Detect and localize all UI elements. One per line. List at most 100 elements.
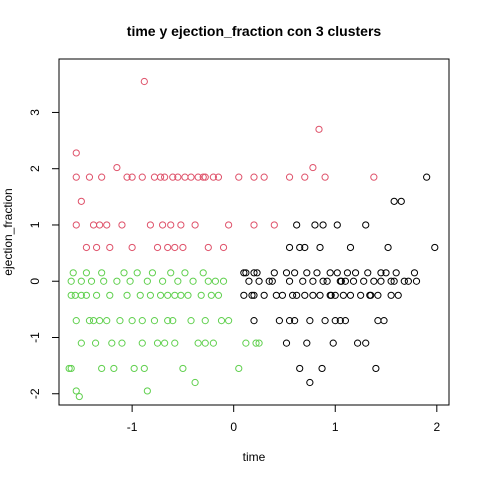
data-point-cluster-1 bbox=[333, 269, 341, 277]
data-point-cluster-1 bbox=[360, 277, 368, 285]
data-point-cluster-2 bbox=[89, 221, 98, 229]
data-point-cluster-1 bbox=[374, 291, 382, 299]
data-point-cluster-1 bbox=[384, 243, 392, 252]
data-point-cluster-1 bbox=[319, 221, 327, 229]
data-point-cluster-2 bbox=[179, 243, 187, 252]
data-point-cluster-3 bbox=[252, 339, 260, 347]
data-point-cluster-1 bbox=[412, 277, 421, 285]
data-point-cluster-2 bbox=[167, 221, 175, 229]
data-point-cluster-1 bbox=[394, 291, 402, 299]
x-tick-label: -1 bbox=[127, 420, 138, 434]
data-point-cluster-1 bbox=[336, 317, 344, 325]
data-point-cluster-2 bbox=[158, 221, 167, 229]
plot-frame bbox=[58, 58, 450, 406]
data-point-cluster-3 bbox=[85, 317, 94, 325]
data-point-cluster-2 bbox=[161, 173, 169, 181]
data-point-cluster-1 bbox=[349, 277, 358, 285]
data-point-cluster-2 bbox=[225, 221, 233, 229]
data-point-cluster-2 bbox=[204, 243, 212, 252]
data-point-cluster-1 bbox=[316, 243, 324, 252]
data-point-cluster-2 bbox=[181, 173, 189, 181]
data-points bbox=[65, 77, 439, 401]
data-point-cluster-1 bbox=[242, 269, 250, 277]
data-point-cluster-2 bbox=[191, 221, 199, 229]
data-point-cluster-2 bbox=[72, 149, 80, 157]
chart-title: time y ejection_fraction con 3 clusters bbox=[127, 23, 382, 39]
data-point-cluster-1 bbox=[301, 291, 309, 299]
data-point-cluster-1 bbox=[285, 317, 294, 325]
x-tick-label: 2 bbox=[433, 420, 440, 434]
data-point-cluster-1 bbox=[285, 277, 294, 285]
data-point-cluster-2 bbox=[214, 173, 223, 181]
data-point-cluster-1 bbox=[377, 269, 385, 277]
data-point-cluster-1 bbox=[278, 291, 287, 299]
data-point-cluster-2 bbox=[123, 173, 131, 181]
data-point-cluster-2 bbox=[96, 221, 104, 229]
data-point-cluster-1 bbox=[410, 269, 419, 277]
data-point-cluster-2 bbox=[140, 77, 148, 86]
data-point-cluster-1 bbox=[240, 291, 248, 299]
data-point-cluster-3 bbox=[199, 269, 207, 277]
data-point-cluster-2 bbox=[77, 197, 85, 205]
data-point-cluster-3 bbox=[72, 317, 80, 325]
data-point-cluster-2 bbox=[153, 243, 162, 252]
data-point-cluster-1 bbox=[296, 243, 304, 252]
data-point-cluster-3 bbox=[91, 339, 100, 347]
data-point-cluster-3 bbox=[77, 339, 85, 347]
data-point-cluster-3 bbox=[191, 378, 199, 387]
data-point-cluster-1 bbox=[341, 277, 350, 285]
data-point-cluster-1 bbox=[390, 197, 398, 205]
data-point-cluster-3 bbox=[158, 277, 167, 285]
data-point-cluster-3 bbox=[67, 277, 75, 285]
x-tick-label: 0 bbox=[230, 420, 237, 434]
data-point-cluster-3 bbox=[143, 277, 151, 285]
data-point-cluster-1 bbox=[285, 243, 294, 252]
data-point-cluster-1 bbox=[374, 317, 382, 325]
data-point-cluster-2 bbox=[309, 163, 317, 172]
data-point-cluster-3 bbox=[164, 291, 172, 299]
data-point-cluster-1 bbox=[288, 291, 297, 299]
y-axis: -2 -1 0 1 2 3 bbox=[28, 109, 60, 399]
data-point-cluster-1 bbox=[301, 243, 309, 252]
data-point-cluster-1 bbox=[346, 291, 355, 299]
data-point-cluster-2 bbox=[164, 243, 172, 252]
data-point-cluster-1 bbox=[321, 317, 329, 325]
data-point-cluster-3 bbox=[167, 269, 175, 277]
data-point-cluster-1 bbox=[357, 291, 365, 299]
data-point-cluster-1 bbox=[366, 291, 374, 299]
data-point-cluster-3 bbox=[71, 291, 79, 299]
data-point-cluster-3 bbox=[255, 339, 263, 347]
data-point-cluster-1 bbox=[323, 277, 331, 285]
data-point-cluster-3 bbox=[217, 317, 226, 325]
data-point-cluster-2 bbox=[250, 221, 258, 229]
data-point-cluster-1 bbox=[372, 364, 380, 373]
data-point-cluster-1 bbox=[382, 269, 390, 277]
data-point-cluster-1 bbox=[423, 173, 431, 181]
data-point-cluster-2 bbox=[138, 173, 146, 181]
data-point-cluster-3 bbox=[184, 291, 192, 299]
data-point-cluster-2 bbox=[128, 173, 136, 181]
data-point-cluster-3 bbox=[82, 269, 91, 277]
data-point-cluster-1 bbox=[392, 269, 400, 277]
data-point-cluster-3 bbox=[120, 269, 128, 277]
data-point-cluster-3 bbox=[235, 364, 243, 373]
data-point-cluster-1 bbox=[329, 339, 337, 347]
data-point-cluster-1 bbox=[346, 243, 355, 252]
data-point-cluster-2 bbox=[113, 163, 121, 172]
data-point-cluster-3 bbox=[133, 269, 141, 277]
data-point-cluster-1 bbox=[272, 291, 280, 299]
y-tick-label: 2 bbox=[28, 165, 42, 172]
data-point-cluster-1 bbox=[265, 277, 273, 285]
data-point-cluster-3 bbox=[171, 339, 179, 347]
data-point-cluster-3 bbox=[106, 291, 114, 299]
data-point-cluster-1 bbox=[303, 339, 311, 347]
data-point-cluster-1 bbox=[319, 277, 327, 285]
data-point-cluster-1 bbox=[311, 221, 319, 229]
data-point-cluster-3 bbox=[197, 291, 205, 299]
data-point-cluster-3 bbox=[103, 317, 111, 325]
data-point-cluster-2 bbox=[235, 173, 243, 181]
data-point-cluster-2 bbox=[370, 173, 378, 181]
data-point-cluster-3 bbox=[207, 291, 215, 299]
data-point-cluster-1 bbox=[351, 269, 360, 277]
